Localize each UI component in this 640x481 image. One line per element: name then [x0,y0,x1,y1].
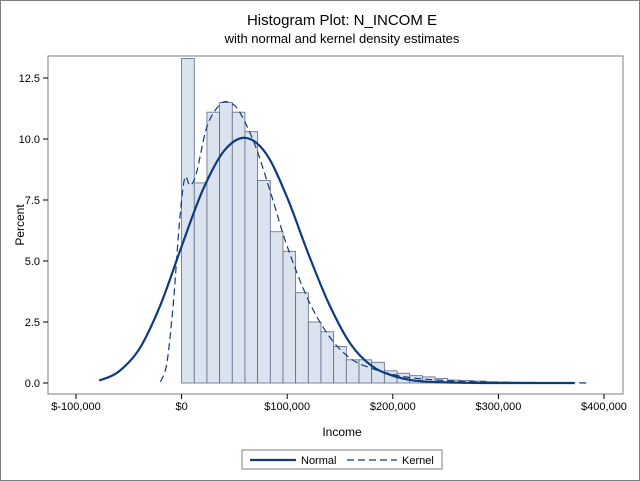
x-tick-label: $-100,000 [51,401,101,413]
histogram-bar [257,180,271,384]
y-axis-ticks: 0.0 2.5 5.0 7.5 10.0 12.5 [19,73,48,390]
x-tick-label: $100,000 [264,401,310,413]
histogram-bar [244,131,259,384]
y-tick-label: 0.0 [25,378,40,390]
histogram-bar [295,292,309,384]
chart-subtitle: with normal and kernel density estimates [224,31,460,46]
x-tick-label: $200,000 [370,401,416,413]
histogram-bars [181,58,575,384]
density-curves [98,100,590,385]
histogram-bar [307,321,322,384]
y-tick-label: 7.5 [25,195,40,207]
y-tick-label: 10.0 [19,134,40,146]
legend-box [241,449,443,470]
x-axis-ticks: $-100,000 $0 $100,000 $200,000 $300,000 $400,… [51,394,627,413]
y-tick-label: 12.5 [19,73,40,85]
histogram-bar [206,111,221,384]
plot-area [47,55,624,395]
y-tick-label: 2.5 [25,317,40,329]
histogram-bar [282,250,297,384]
kernel-density-curve [159,100,590,384]
y-axis-label: Percent [13,204,27,246]
histogram-bar [193,182,208,384]
chart-title: Histogram Plot: N_INCOM E [247,12,437,29]
x-axis-label: Income [322,425,362,439]
legend: Normal Kernel [241,449,443,470]
legend-normal-label: Normal [301,455,336,467]
histogram-bar [231,111,246,384]
normal-density-curve [98,136,575,385]
x-tick-label: $300,000 [475,401,521,413]
y-tick-label: 5.0 [25,256,40,268]
x-tick-label: $0 [175,401,187,413]
histogram-bar [269,231,284,384]
histogram-bar [333,345,347,384]
x-tick-label: $400,000 [581,401,627,413]
histogram-bar [181,58,195,384]
legend-kernel-label: Kernel [402,455,434,467]
